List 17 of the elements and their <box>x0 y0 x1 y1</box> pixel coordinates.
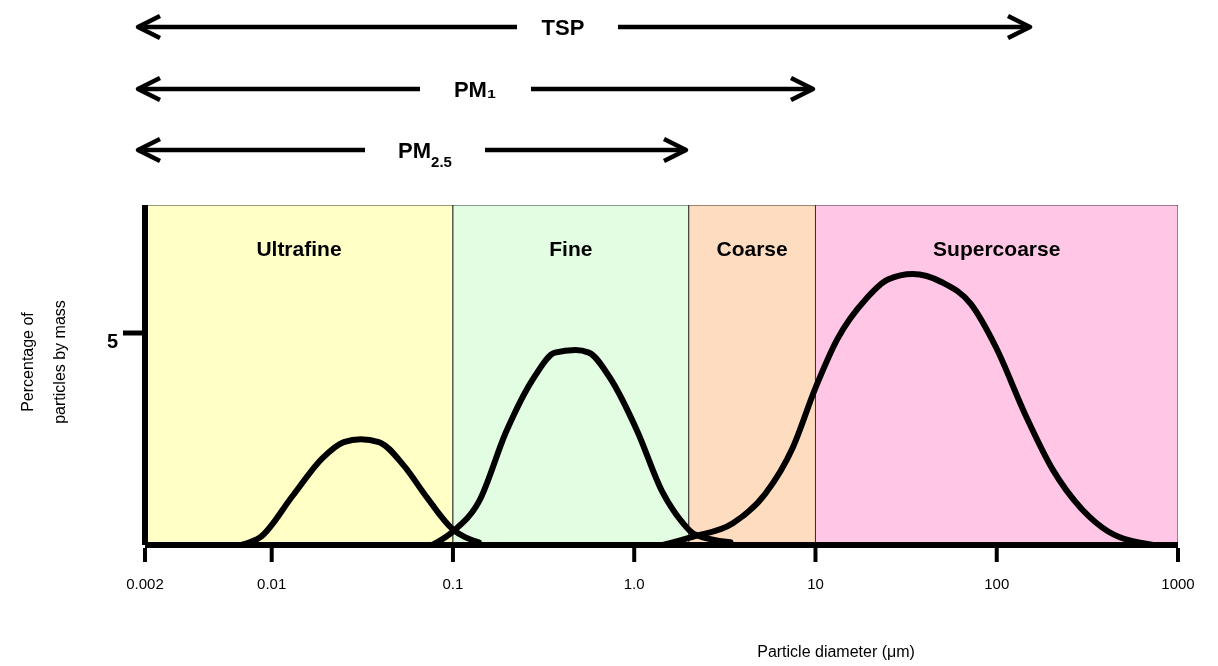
text: PM$_{2.5}$ <box>398 138 452 170</box>
x-tick-label: 10 <box>807 575 824 592</box>
text: PM₁ <box>453 77 497 102</box>
x-axis-title: Particle diameter (μm) <box>757 643 915 660</box>
x-tick-label: 0.002 <box>126 575 164 592</box>
band-label: Coarse <box>716 236 788 260</box>
x-tick-label: 0.1 <box>442 575 464 592</box>
text: 5 <box>106 330 118 352</box>
x-tick-label: 0.01 <box>257 575 287 592</box>
x-tick-label: 1.0 <box>623 575 645 592</box>
band-label: Supercoarse <box>933 236 1061 260</box>
band-label: Fine <box>549 236 593 260</box>
text: TSP <box>541 15 585 40</box>
band-label: Ultrafine <box>256 236 342 260</box>
y-axis-title: Percentage of particles by mass <box>19 300 68 424</box>
x-tick-label: 1000 <box>1161 575 1195 592</box>
x-tick-label: 100 <box>984 575 1010 592</box>
